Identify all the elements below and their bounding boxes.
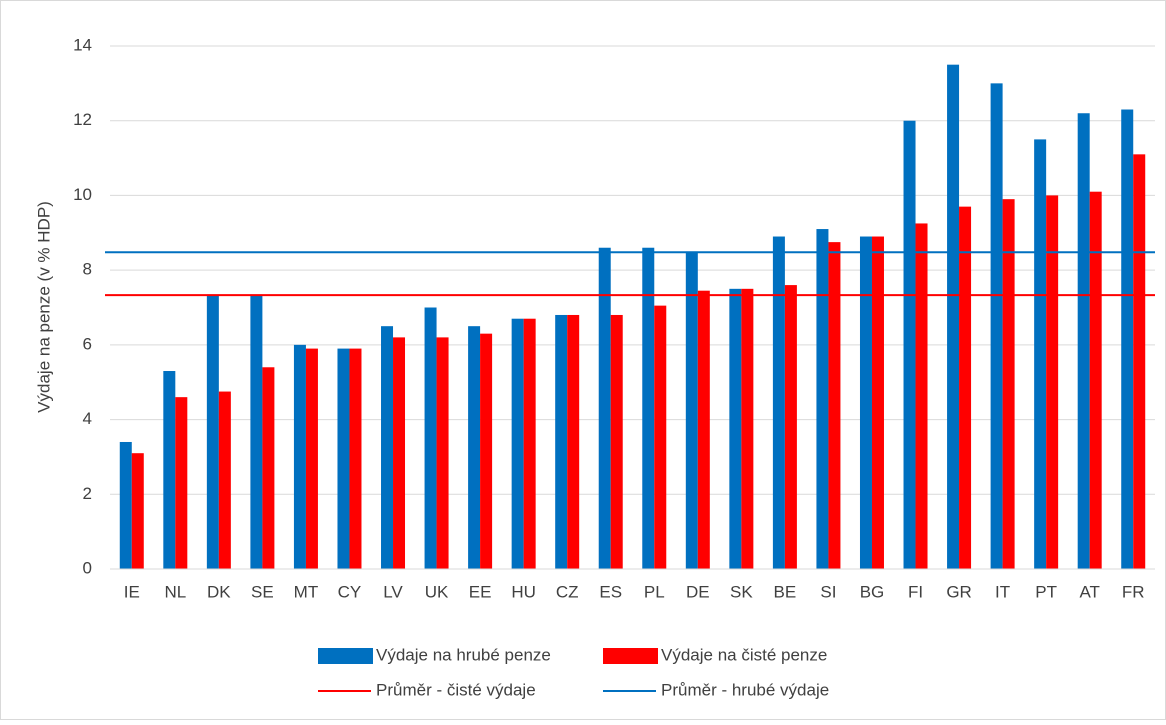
legend-label: Průměr - čisté výdaje: [376, 680, 536, 699]
y-tick-label: 10: [73, 185, 92, 204]
bar: [816, 229, 829, 570]
bar: [871, 236, 884, 569]
bar: [990, 83, 1003, 569]
bar: [610, 314, 623, 569]
bar: [1077, 113, 1090, 569]
bar: [1002, 199, 1015, 569]
bar: [218, 391, 231, 569]
bar: [163, 371, 176, 569]
bar: [1089, 191, 1102, 569]
x-tick-label: PL: [644, 582, 665, 601]
bar: [337, 348, 350, 569]
bar: [947, 64, 960, 569]
bar: [393, 337, 406, 569]
x-tick-label: EE: [469, 582, 492, 601]
x-tick-label: UK: [425, 582, 449, 601]
bar: [511, 318, 524, 569]
bar: [206, 294, 219, 569]
x-tick-label: SI: [820, 582, 836, 601]
legend-swatch: [318, 648, 373, 664]
x-tick-label: SK: [730, 582, 753, 601]
x-tick-label: IE: [124, 582, 140, 601]
bar: [1034, 139, 1047, 569]
bar: [959, 206, 972, 569]
x-tick-label: DE: [686, 582, 710, 601]
bar: [293, 344, 306, 569]
bar: [903, 120, 916, 569]
bar: [741, 288, 754, 569]
y-tick-label: 12: [73, 110, 92, 129]
bar: [772, 236, 785, 569]
y-axis-title: Výdaje na penze (v % HDP): [34, 201, 53, 413]
x-tick-label: BG: [860, 582, 885, 601]
bar: [685, 251, 698, 569]
bar: [828, 242, 841, 569]
bar: [555, 314, 568, 569]
y-tick-label: 14: [73, 35, 92, 54]
bar: [915, 223, 928, 570]
bar: [349, 348, 362, 569]
bar: [424, 307, 437, 569]
bar: [654, 305, 667, 569]
x-tick-label: GR: [946, 582, 972, 601]
bar: [381, 326, 394, 569]
x-tick-label: CY: [338, 582, 362, 601]
x-tick-label: NL: [164, 582, 186, 601]
bar: [598, 247, 611, 569]
bar: [262, 367, 275, 569]
x-tick-label: SE: [251, 582, 274, 601]
x-tick-label: DK: [207, 582, 231, 601]
x-tick-label: CZ: [556, 582, 579, 601]
x-tick-label: HU: [511, 582, 536, 601]
x-tick-label: MT: [294, 582, 319, 601]
bar: [131, 453, 144, 569]
bar: [1133, 154, 1146, 570]
bar: [859, 236, 872, 569]
x-tick-label: BE: [774, 582, 797, 601]
bar: [305, 348, 318, 569]
x-tick-label: LV: [383, 582, 403, 601]
x-tick-label: IT: [995, 582, 1010, 601]
legend-label: Průměr - hrubé výdaje: [661, 680, 829, 699]
bar: [436, 337, 449, 569]
y-tick-label: 4: [83, 409, 92, 428]
bar: [480, 333, 493, 569]
y-tick-label: 2: [83, 484, 92, 503]
bar: [523, 318, 536, 569]
y-tick-label: 0: [83, 558, 92, 577]
bar: [175, 397, 188, 569]
bar: [697, 290, 710, 569]
x-tick-label: AT: [1079, 582, 1099, 601]
x-tick-label: FR: [1122, 582, 1145, 601]
legend-label: Výdaje na hrubé penze: [376, 645, 551, 664]
x-tick-label: PT: [1035, 582, 1057, 601]
x-tick-label: FI: [908, 582, 923, 601]
bar: [250, 294, 263, 569]
y-tick-label: 8: [83, 260, 92, 279]
bar: [784, 285, 797, 569]
legend-label: Výdaje na čisté penze: [661, 645, 827, 664]
bar: [1046, 195, 1059, 569]
bar: [468, 326, 481, 569]
legend-swatch: [603, 648, 658, 664]
bar: [642, 247, 655, 569]
bar: [1121, 109, 1134, 569]
bar: [729, 288, 742, 569]
y-tick-label: 6: [83, 334, 92, 353]
x-tick-label: ES: [599, 582, 622, 601]
bar: [119, 441, 132, 569]
bar: [567, 314, 580, 569]
